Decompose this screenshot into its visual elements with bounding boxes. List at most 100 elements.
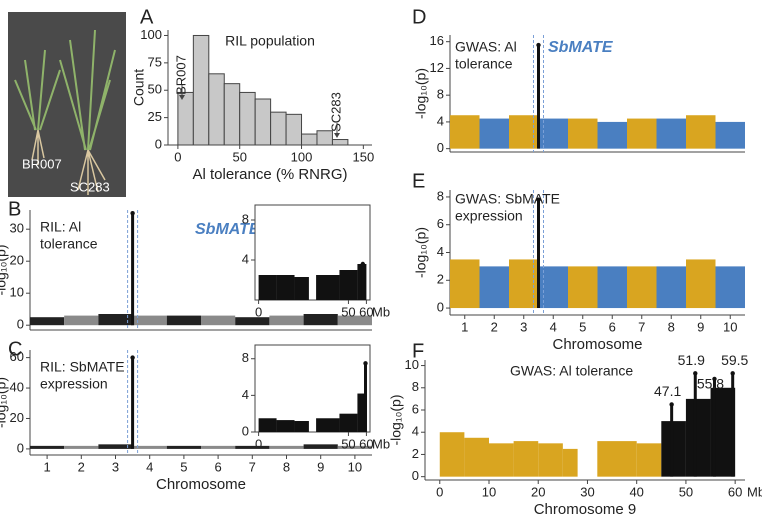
snp-cloud: [538, 266, 568, 309]
snp-cloud: [132, 445, 167, 449]
y-tick-label: 40: [10, 379, 24, 394]
x-tick-label: 9: [317, 459, 324, 474]
y-tick-label: 75: [148, 54, 162, 69]
snp-cloud: [656, 266, 686, 309]
snp-cloud: [316, 418, 340, 432]
x-tick-label: 4: [550, 319, 557, 334]
snp-cloud: [201, 445, 236, 449]
y-tick-label: 0: [437, 299, 444, 314]
photo-label: SC283: [70, 179, 110, 194]
snp-cloud: [269, 315, 304, 326]
x-tick-label: 60: [359, 304, 373, 319]
snp-cloud: [98, 444, 133, 449]
bar: [223, 83, 241, 146]
snp-cloud: [294, 421, 309, 432]
snp-cloud: [479, 266, 509, 309]
snp-cloud: [509, 115, 539, 149]
x-tick-label: 6: [214, 459, 221, 474]
snp-cloud: [276, 420, 295, 432]
y-tick-label: 2: [437, 272, 444, 287]
snp-cloud: [513, 441, 539, 477]
gene-label: SbMATE: [548, 39, 614, 56]
x-tick-label: 5: [579, 319, 586, 334]
x-tick-label: 8: [668, 319, 675, 334]
chart-title: RIL: Al: [40, 219, 81, 235]
snp-cloud: [597, 441, 637, 477]
x-tick-label: 10: [348, 459, 362, 474]
snp-cloud: [30, 317, 65, 326]
snp-cloud: [715, 266, 745, 309]
snp-cloud: [337, 445, 372, 449]
y-tick-label: 0: [242, 423, 249, 438]
y-tick-label: 2: [412, 446, 419, 461]
x-tick-label: 4: [146, 459, 153, 474]
chart-title: GWAS: SbMATE: [455, 191, 560, 207]
panel-letter: E: [412, 170, 425, 192]
y-tick-label: 60: [10, 349, 24, 364]
snp-cloud: [464, 437, 489, 477]
snp-cloud: [597, 266, 627, 309]
chart-title: GWAS: Al tolerance: [510, 363, 633, 379]
x-tick-label: 7: [638, 319, 645, 334]
snp-cloud: [450, 259, 480, 309]
peak-point: [536, 42, 541, 48]
chart-title: GWAS: Al: [455, 39, 517, 55]
bar: [331, 139, 349, 146]
x-tick-label: 8: [283, 459, 290, 474]
snp-cloud: [656, 118, 686, 149]
y-tick-label: 6: [437, 216, 444, 231]
bar: [285, 113, 303, 146]
x-tick-label: 1: [43, 459, 50, 474]
y-axis-label: -log₁₀(p): [388, 395, 404, 446]
y-tick-label: 8: [412, 379, 419, 394]
chart-title: expression: [40, 376, 108, 392]
x-tick-label: 1: [461, 319, 468, 334]
plant-leaves: [14, 29, 116, 151]
peak-point: [536, 197, 541, 202]
annotation-arrowhead: [334, 133, 340, 138]
snp-cloud: [201, 315, 236, 326]
snp-cloud: [258, 275, 277, 300]
snp-cloud: [339, 270, 358, 300]
peak-point: [130, 211, 135, 216]
y-axis-label: Count: [131, 69, 147, 106]
snp-cloud: [479, 118, 509, 149]
x-tick-label: 20: [531, 484, 545, 499]
peak-point: [360, 261, 366, 267]
y-tick-label: 10: [10, 285, 24, 300]
snp-cloud: [294, 277, 309, 300]
x-tick-label: 0: [174, 149, 181, 164]
y-tick-label: 8: [437, 188, 444, 203]
annotation-arrowhead: [179, 95, 185, 100]
peak-point: [712, 376, 717, 382]
x-tick-label: 2: [78, 459, 85, 474]
bar: [208, 73, 225, 146]
peak-point: [130, 355, 135, 360]
peak-point: [363, 361, 368, 366]
peak-label: 47.1: [654, 383, 681, 399]
y-tick-label: 8: [242, 211, 249, 226]
x-tick-label: 50: [341, 436, 355, 451]
x-tick-label: 60: [359, 436, 373, 451]
bar: [192, 34, 210, 146]
snp-cloud: [339, 413, 358, 432]
x-tick-label: 50: [679, 484, 693, 499]
x-tick-label: 0: [436, 484, 443, 499]
peak-point: [730, 371, 735, 376]
photo: [8, 12, 126, 197]
peak-label: 51.9: [678, 352, 705, 368]
snp-cloud: [64, 445, 99, 449]
snp-cloud: [303, 444, 338, 449]
x-unit: Mb: [372, 304, 390, 319]
x-tick-label: 150: [352, 149, 374, 164]
y-tick-label: 12: [430, 60, 444, 75]
x-tick-label: 100: [291, 149, 313, 164]
x-tick-label: 9: [697, 319, 704, 334]
y-tick-label: 20: [10, 410, 24, 425]
y-tick-label: 50: [148, 82, 162, 97]
y-tick-label: 4: [242, 251, 249, 266]
chart-title: RIL: SbMATE: [40, 359, 125, 375]
bar: [239, 91, 256, 146]
gene-label: SbMATE: [195, 221, 261, 238]
bar: [316, 130, 333, 146]
